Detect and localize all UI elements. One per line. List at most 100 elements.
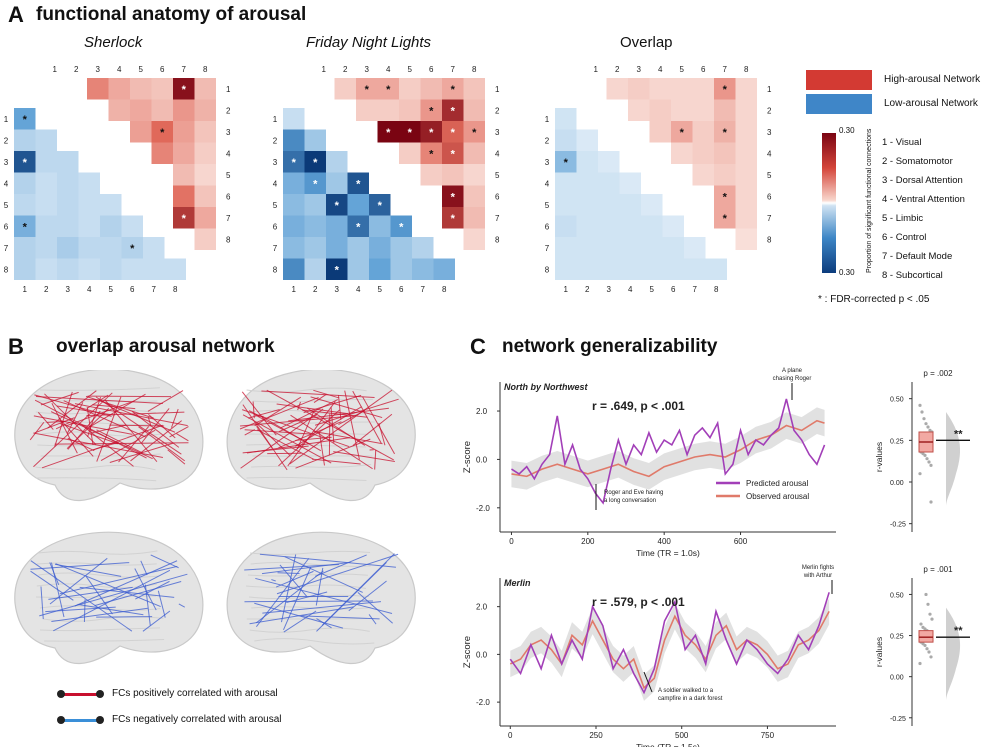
x-tick: 0 xyxy=(509,537,514,546)
heat-cell xyxy=(57,258,79,280)
fc-edge xyxy=(96,429,143,454)
rvalue-plot-1: 0.50 0.25 0.00 -0.25 r-values p = .002 ** xyxy=(874,369,970,532)
heat-cell xyxy=(420,78,442,100)
heat-cell xyxy=(326,258,348,280)
fc-edge xyxy=(30,560,133,632)
fc-edge xyxy=(142,610,171,632)
tick-label: 2 xyxy=(226,106,231,115)
fc-edge xyxy=(279,564,308,597)
tick-label: 1 xyxy=(23,285,28,294)
fc-edge xyxy=(284,556,363,593)
r-point xyxy=(927,650,931,654)
heat-cell xyxy=(662,237,684,259)
heat-cell xyxy=(598,215,620,237)
heat-cell xyxy=(692,142,714,164)
fc-edge xyxy=(167,449,186,465)
neg-fc-swatch xyxy=(60,719,100,722)
y-axis-label: Z-score xyxy=(462,636,473,668)
heat-cell xyxy=(78,258,100,280)
tick-label: 7 xyxy=(451,65,456,74)
tick-label: 6 xyxy=(399,285,404,294)
tick-label: 5 xyxy=(650,285,655,294)
heat-cell xyxy=(735,228,757,250)
high-arousal-swatch xyxy=(806,70,872,90)
pos-fc-swatch xyxy=(60,693,100,696)
observed-line xyxy=(511,419,825,478)
fc-edge xyxy=(244,600,373,603)
brain-gyrus xyxy=(36,477,157,482)
fc-edge xyxy=(86,411,185,417)
tick-label: 1 xyxy=(767,85,772,94)
tick-label: 1 xyxy=(292,285,297,294)
heat-cell xyxy=(692,121,714,143)
fc-edge xyxy=(100,429,156,462)
network-3: 3 - Dorsal Attention xyxy=(882,175,963,186)
heat-cell xyxy=(87,78,109,100)
heat-cell xyxy=(598,237,620,259)
fc-edge xyxy=(87,396,102,438)
heat-cell xyxy=(463,185,485,207)
r-point xyxy=(918,403,922,407)
heat-cell xyxy=(283,151,305,173)
tick-label: 6 xyxy=(429,65,434,74)
heat-cell xyxy=(598,194,620,216)
heat-cell xyxy=(684,258,706,280)
heat-cell xyxy=(151,142,173,164)
matrices-area: *******11112222333344445555666677778888*… xyxy=(4,65,772,294)
r-point xyxy=(926,425,930,429)
significance-stars: ** xyxy=(954,625,963,637)
heat-cell xyxy=(555,172,577,194)
heat-cell xyxy=(121,237,143,259)
r-point xyxy=(929,655,933,659)
heat-cell xyxy=(334,78,356,100)
fc-edge xyxy=(316,618,332,629)
annotation-top-2: chasing Roger xyxy=(773,376,812,382)
tick-label: 6 xyxy=(495,192,500,201)
fc-edge xyxy=(147,390,184,412)
fc-edge xyxy=(176,433,189,442)
heat-cell xyxy=(14,258,36,280)
high-arousal-label: High-arousal Network xyxy=(884,74,981,85)
heat-cell xyxy=(463,99,485,121)
fc-edge xyxy=(34,417,75,434)
neg-fc-label: FCs negatively correlated with arousal xyxy=(112,714,282,725)
fc-edge xyxy=(95,396,182,455)
heat-cell xyxy=(735,185,757,207)
r-axis-label: r-values xyxy=(874,442,884,472)
heat-cell xyxy=(671,121,693,143)
brain-gyrus xyxy=(246,617,367,620)
fc-edge xyxy=(288,407,389,422)
heat-cell xyxy=(283,258,305,280)
p-value: p = .002 xyxy=(923,369,953,378)
tick-label: 3 xyxy=(4,158,9,167)
network-4: 4 - Ventral Attention xyxy=(882,194,965,205)
tick-label: 4 xyxy=(273,179,278,188)
y-tick: 0.0 xyxy=(476,650,488,659)
heat-cell xyxy=(326,237,348,259)
heat-cell xyxy=(619,194,641,216)
annotation-bottom-1: Roger and Eve having xyxy=(604,490,663,496)
network-list: 1 - Visual 2 - Somatomotor 3 - Dorsal At… xyxy=(882,133,965,285)
sig-star: * xyxy=(408,127,413,139)
heat-cell xyxy=(705,258,727,280)
matrix-1: * * * * * * * 1 1 1 1 2 2 2 2 3 3 3 3 4 4 4 4 5 5 5 5 6 6 6 6 7 7 7 7 8 8 8 8 xyxy=(4,65,231,294)
fc-edge xyxy=(252,401,255,419)
fc-edge xyxy=(352,413,393,446)
sig-star: * xyxy=(292,157,297,169)
heat-cell xyxy=(576,151,598,173)
sig-star: * xyxy=(723,127,728,139)
tick-label: 2 xyxy=(273,136,278,145)
r-point xyxy=(925,647,929,651)
fc-edge xyxy=(277,572,300,575)
fc-edge xyxy=(30,570,74,601)
r-point xyxy=(922,417,926,421)
fc-edge xyxy=(301,615,380,620)
sig-star: * xyxy=(451,84,456,96)
heat-cell xyxy=(173,121,195,143)
annotation-arrow xyxy=(643,671,653,693)
annotation-top-2: with Arthur xyxy=(803,573,832,579)
heat-cell xyxy=(194,164,216,186)
heat-cell xyxy=(671,142,693,164)
fc-edge xyxy=(374,450,377,470)
tick-label: 8 xyxy=(714,285,719,294)
